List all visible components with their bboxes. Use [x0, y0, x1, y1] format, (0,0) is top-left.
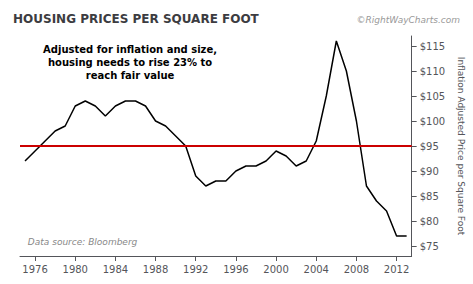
svg-text:$105: $105: [420, 91, 445, 102]
svg-text:Adjusted for inflation and siz: Adjusted for inflation and size,: [43, 44, 217, 55]
svg-text:2000: 2000: [263, 264, 288, 275]
svg-text:1992: 1992: [183, 264, 208, 275]
svg-text:©RightWayCharts.com: ©RightWayCharts.com: [357, 15, 461, 25]
svg-text:$75: $75: [420, 241, 439, 252]
svg-text:Data source: Bloomberg: Data source: Bloomberg: [28, 237, 138, 247]
svg-text:$85: $85: [420, 191, 439, 202]
svg-text:$100: $100: [420, 116, 445, 127]
svg-text:2004: 2004: [304, 264, 329, 275]
svg-text:$90: $90: [420, 166, 439, 177]
svg-text:1976: 1976: [22, 264, 47, 275]
svg-text:1996: 1996: [223, 264, 248, 275]
svg-text:1988: 1988: [143, 264, 168, 275]
svg-text:HOUSING PRICES PER SQUARE FOOT: HOUSING PRICES PER SQUARE FOOT: [13, 12, 260, 26]
svg-text:reach fair value: reach fair value: [86, 70, 175, 81]
svg-text:1980: 1980: [63, 264, 88, 275]
svg-text:2012: 2012: [384, 264, 409, 275]
svg-text:Inflation Adjusted Price per S: Inflation Adjusted Price per Square Foot: [456, 57, 466, 236]
svg-text:$80: $80: [420, 216, 439, 227]
svg-text:$110: $110: [420, 66, 445, 77]
svg-text:housing needs to rise 23% to: housing needs to rise 23% to: [48, 57, 212, 68]
svg-text:$115: $115: [420, 41, 445, 52]
svg-text:$95: $95: [420, 141, 439, 152]
svg-text:2008: 2008: [344, 264, 369, 275]
svg-text:1984: 1984: [103, 264, 128, 275]
